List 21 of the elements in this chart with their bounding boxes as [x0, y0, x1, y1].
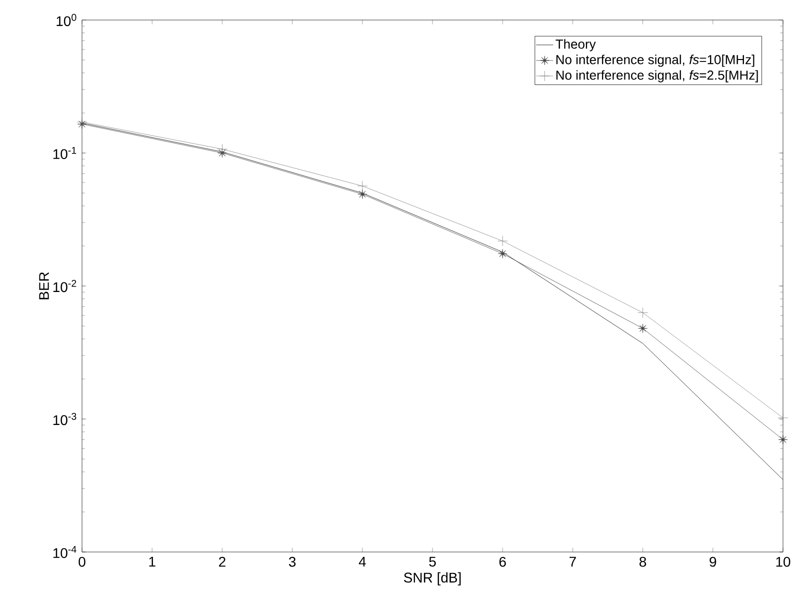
x-tick-label: 0 — [78, 556, 86, 567]
x-tick-label: 6 — [499, 556, 506, 567]
y-tick-label: 10$^{0}$ — [56, 14, 76, 26]
x-tick-label: 8 — [640, 556, 646, 567]
y-tick-label: 10$^{-1}$ — [53, 146, 76, 160]
x-axis-title: SNR [dB] — [404, 572, 461, 586]
x-tick-label: 7 — [570, 556, 576, 566]
x-tick-label: 3 — [288, 556, 296, 567]
x-tick-label: 10 — [776, 556, 790, 567]
x-tick-label: 4 — [358, 556, 366, 566]
y-tick-label: 10$^{-4}$ — [53, 546, 76, 558]
x-tick-label: 2 — [219, 556, 226, 567]
legend-label: No interference signal, fs=10[MHz] — [556, 54, 754, 67]
y-tick-label: 10$^{-3}$ — [53, 412, 76, 426]
x-tick-label: 9 — [710, 556, 716, 567]
legend-label: Theory — [556, 39, 596, 52]
y-axis-title: BER — [39, 272, 49, 300]
y-tick-label: 10$^{-2}$ — [53, 280, 76, 292]
x-tick-label: 5 — [429, 556, 436, 567]
legend-label: No interference signal, fs=2.5[MHz] — [556, 70, 758, 82]
x-tick-label: 1 — [149, 556, 156, 566]
